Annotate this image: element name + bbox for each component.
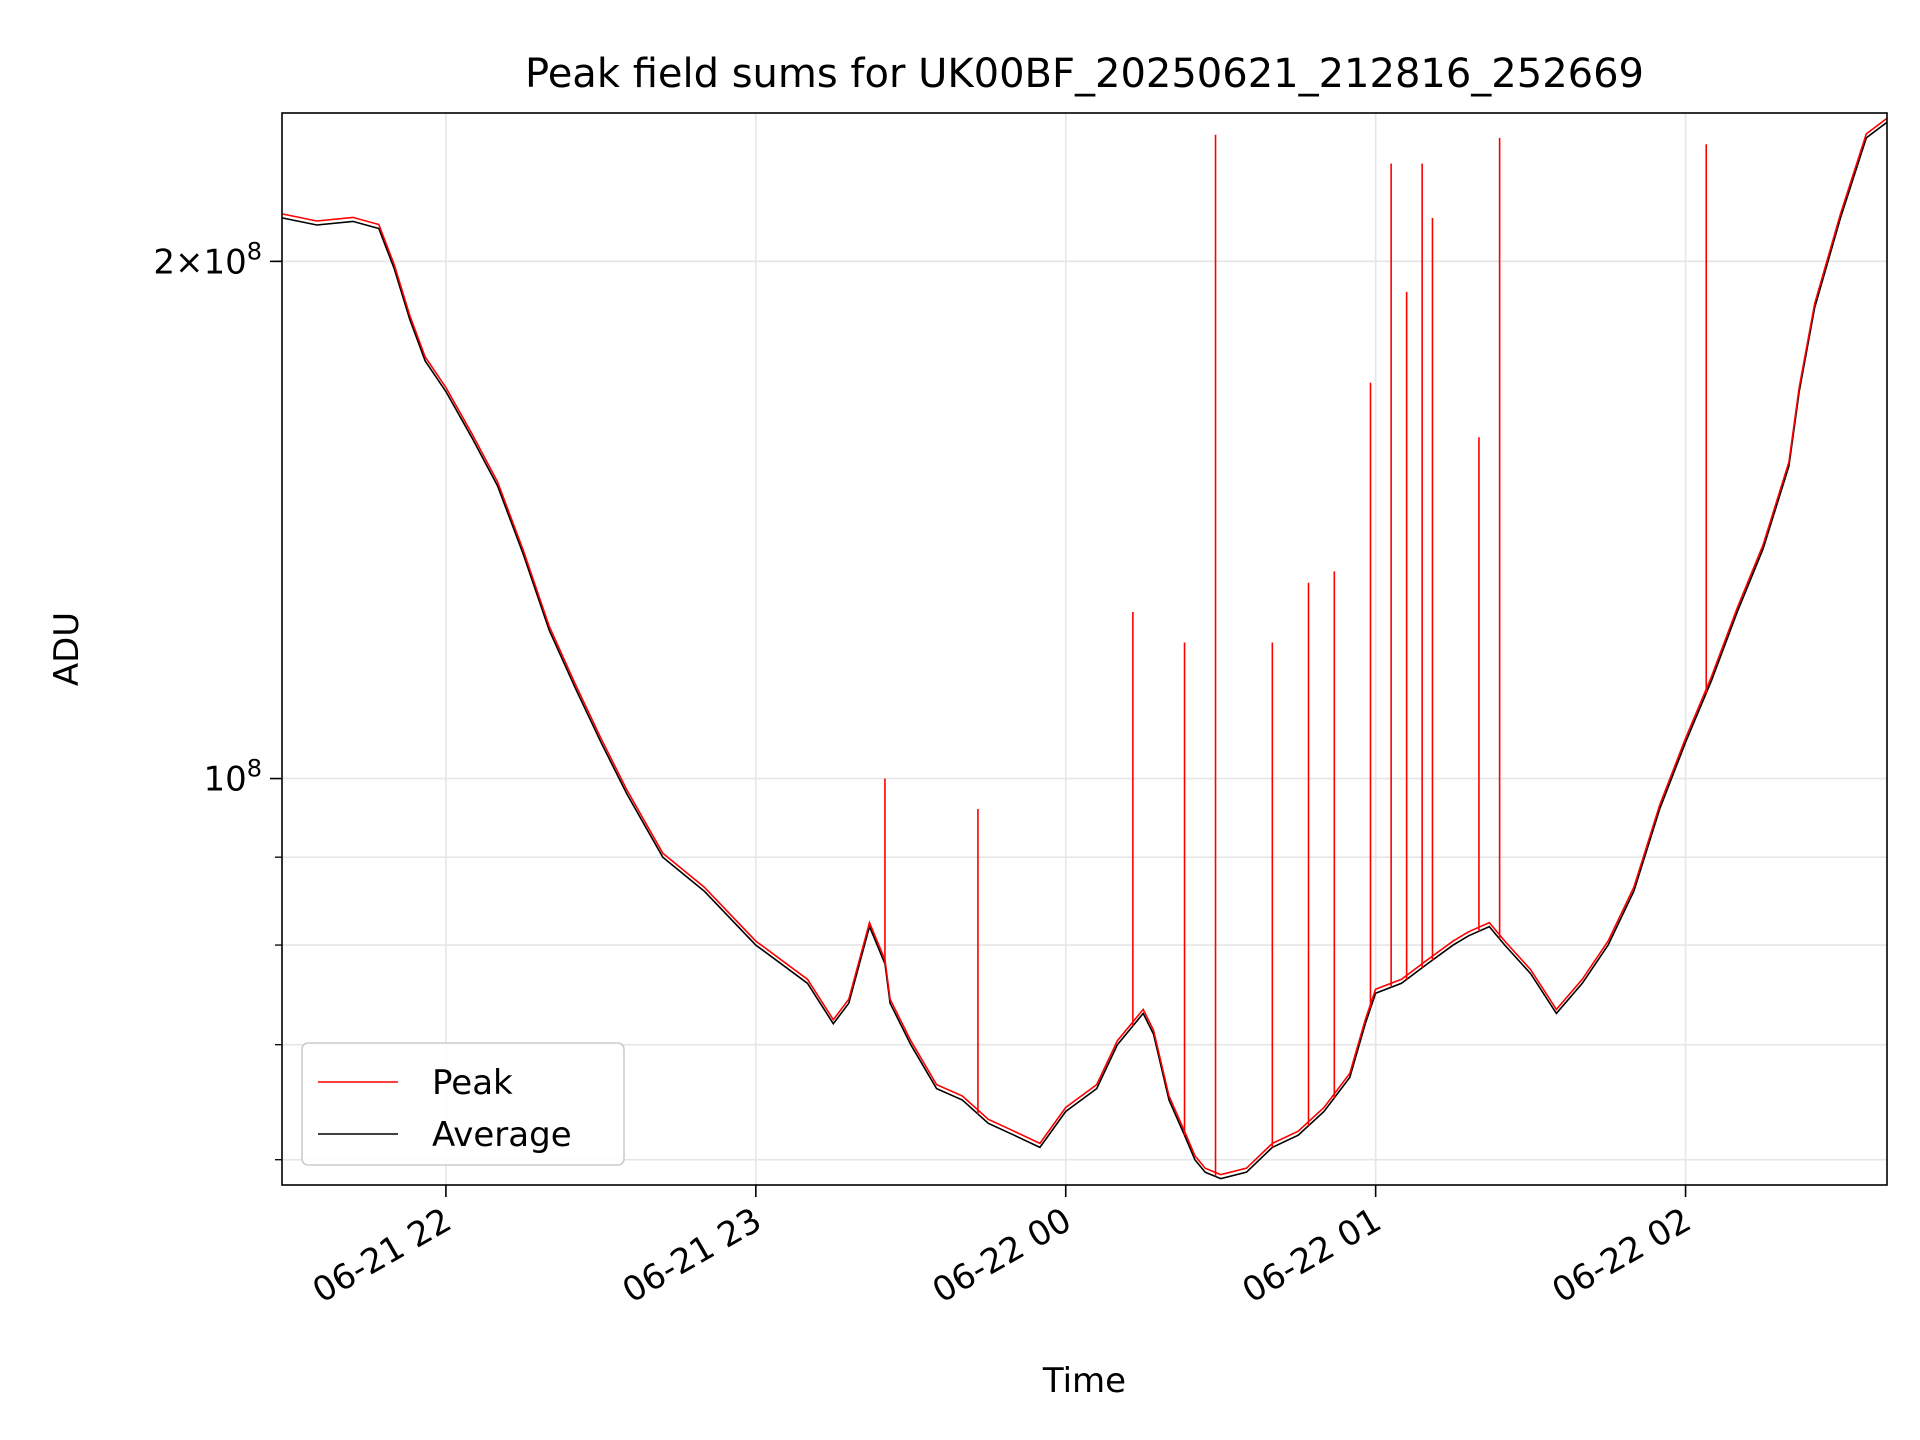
- legend: Peak Average: [301, 1042, 625, 1166]
- y-tick-label: 2×108: [153, 237, 262, 282]
- x-tick-label: 06-22 02: [1546, 1200, 1698, 1311]
- x-tick-label: 06-22 00: [926, 1200, 1078, 1311]
- y-axis-label: ADU: [47, 612, 87, 686]
- chart-title: Peak field sums for UK00BF_20250621_2128…: [525, 51, 1644, 97]
- x-tick-label: 06-21 23: [616, 1200, 768, 1311]
- average-line: [281, 121, 1888, 1180]
- plot-frame: [281, 112, 1888, 1186]
- y-tick-label: 108: [203, 755, 262, 800]
- legend-average-label: Average: [432, 1115, 572, 1155]
- x-tick-label: 06-21 22: [306, 1200, 458, 1311]
- x-axis-ticks: 06-21 22 06-21 23 06-22 00 06-22 01 06-22 02: [306, 1185, 1698, 1311]
- y-axis-ticks: 108 2×108: [153, 237, 282, 1161]
- legend-peak-label: Peak: [432, 1063, 513, 1103]
- peak-series: [281, 117, 1888, 1177]
- peak-line: [281, 117, 1888, 1176]
- gridlines: [282, 113, 1887, 1185]
- x-tick-label: 06-22 01: [1236, 1200, 1388, 1311]
- average-series: [281, 121, 1888, 1180]
- x-axis-label: Time: [1042, 1361, 1126, 1401]
